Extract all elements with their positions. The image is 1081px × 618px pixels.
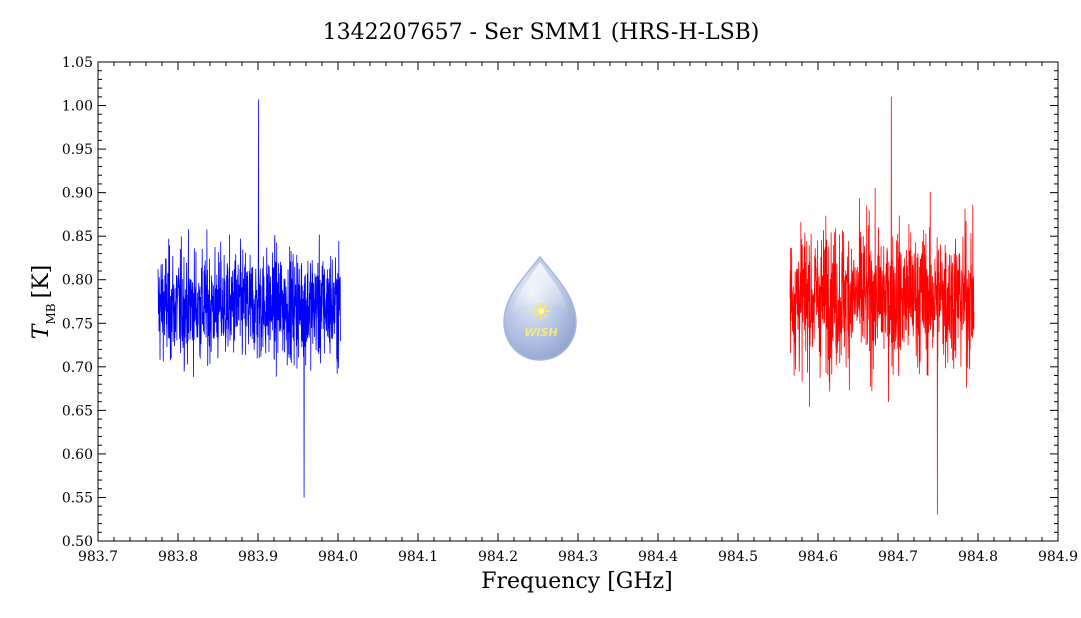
x-tick-label: 983.7 — [78, 549, 118, 565]
y-axis-label: TMB [K] — [29, 265, 58, 339]
y-tick-label: 0.95 — [62, 142, 93, 158]
y-tick-label: 1.05 — [62, 55, 93, 71]
x-tick-label: 984.7 — [878, 549, 918, 565]
y-tick-label: 0.70 — [62, 360, 93, 376]
y-tick-label: 0.90 — [62, 186, 93, 202]
y-tick-label: 0.85 — [62, 229, 93, 245]
x-tick-label: 983.9 — [238, 549, 278, 565]
y-tick-label: 0.80 — [62, 273, 93, 289]
spectrum-series-2 — [789, 96, 975, 515]
y-tick-label: 0.75 — [62, 316, 93, 332]
y-tick-labels: 0.50 0.55 0.60 0.65 0.70 0.75 0.80 0.85 0.90 0.95… — [62, 55, 93, 550]
y-tick-label: 0.65 — [62, 403, 93, 419]
x-tick-label: 984.3 — [558, 549, 598, 565]
x-tick-label: 984.8 — [958, 549, 998, 565]
x-tick-labels: 983.7 983.8 983.9 984.0 984.1 984.2 984.3 984.4… — [78, 549, 1078, 565]
x-tick-label: 984.9 — [1038, 549, 1078, 565]
chart-title: 1342207657 - Ser SMM1 (HRS-H-LSB) — [323, 20, 760, 45]
spectrum-series-1 — [157, 99, 341, 498]
y-tick-label: 0.60 — [62, 447, 93, 463]
x-tick-label: 984.4 — [638, 549, 678, 565]
logo-text: WISH — [524, 326, 557, 339]
x-tick-label: 984.5 — [718, 549, 758, 565]
y-axis-label-unit: [K] — [29, 265, 54, 299]
y-tick-label: 1.00 — [62, 99, 93, 115]
series-layer — [157, 96, 975, 515]
y-tick-label: 0.50 — [62, 534, 93, 550]
y-tick-label: 0.55 — [62, 490, 93, 506]
x-axis-label: Frequency [GHz] — [481, 569, 673, 594]
x-tick-label: 983.8 — [158, 549, 198, 565]
svg-text:TMB[K]: TMB [K] — [29, 265, 58, 339]
x-tick-label: 984.2 — [478, 549, 518, 565]
x-tick-label: 984.0 — [318, 549, 358, 565]
wish-logo: WISH — [503, 255, 577, 361]
y-axis-label-subscript: MB — [44, 303, 58, 324]
x-tick-label: 984.6 — [798, 549, 838, 565]
x-tick-label: 984.1 — [398, 549, 438, 565]
axis-ticks — [97, 61, 1059, 542]
y-axis-label-symbol: T — [29, 322, 54, 339]
